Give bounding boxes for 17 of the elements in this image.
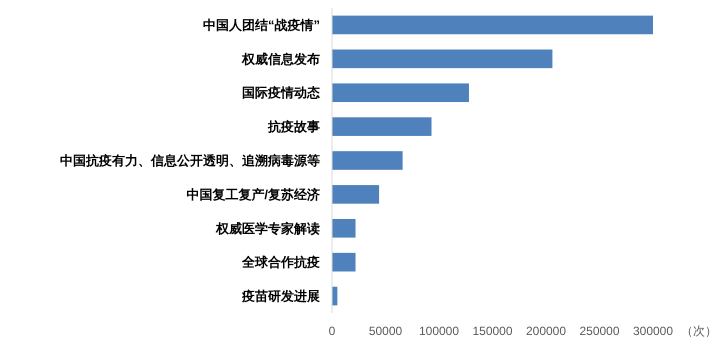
x-tick-label: 200000 [526, 324, 566, 338]
x-tick-label: 50000 [368, 324, 403, 338]
x-tick-label: 250000 [579, 324, 620, 338]
x-tick-label: 0 [328, 324, 336, 338]
x-tick-label: 100000 [418, 324, 460, 338]
y-tick-label: 中国抗疫有力、信息公开透明、追溯病毒源等 [60, 153, 320, 168]
x-tick-label: 150000 [472, 324, 513, 338]
x-axis-title: （次） [681, 324, 717, 338]
y-tick-label: 全球合作抗疫 [241, 254, 320, 270]
y-tick-label: 抗疫故事 [267, 119, 320, 134]
y-tick-label: 中国人团结“战疫情” [203, 17, 320, 32]
y-tick-label: 中国复工复产/复苏经济 [186, 186, 320, 202]
y-tick-label: 权威医学专家解读 [215, 220, 320, 236]
x-tick-label: 300000 [632, 324, 674, 338]
y-tick-label: 疫苗研发进展 [241, 288, 320, 304]
y-tick-label: 权威信息发布 [241, 51, 320, 66]
y-tick-label: 国际疫情动态 [242, 85, 321, 100]
